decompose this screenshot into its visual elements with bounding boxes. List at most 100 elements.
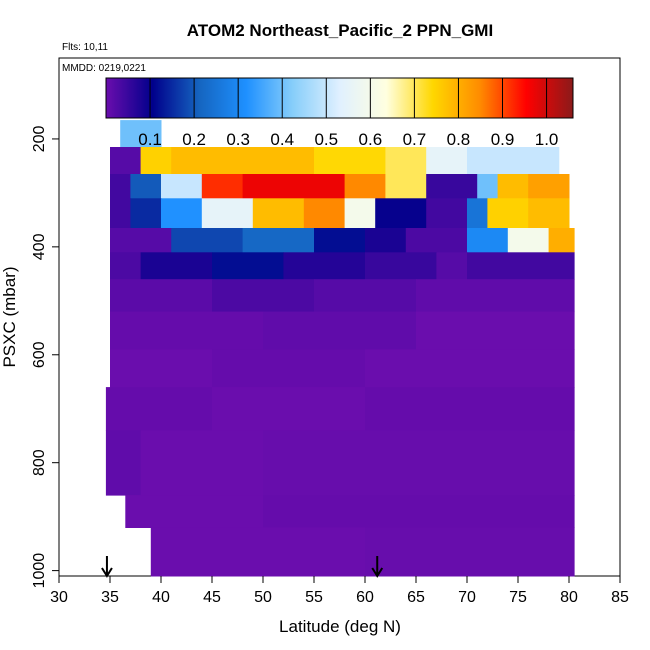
curtain-cell [140,252,213,280]
curtain-cell [263,430,575,496]
curtain-cell [212,387,366,431]
curtain-cell [405,228,468,253]
curtain-cell [120,120,162,148]
curtain-cell [426,174,478,199]
curtain-cell [375,198,427,229]
x-tick-label: 65 [407,589,425,606]
curtain-cell [105,430,142,496]
curtain-cell [283,252,366,280]
curtain-cell [140,430,264,496]
curtain-cell [110,174,131,199]
y-tick-label: 1000 [31,553,48,589]
curtain-cell [105,387,213,431]
curtain-cell [242,228,315,253]
curtain-cell [416,279,575,313]
curtain-cell [110,252,142,280]
flight-marker-arrow [101,556,113,578]
curtain-cell [171,147,315,175]
curtain-cell [263,311,417,350]
flight-marker-arrow [371,556,384,578]
curtain-cell [110,279,213,313]
curtain-cell [467,198,488,229]
x-axis-label: Latitude (deg N) [279,617,401,636]
x-axis: 30 35 40 45 50 55 60 65 70 75 80 85 [50,576,629,606]
x-tick-label: 80 [560,589,578,606]
curtain-cell [212,252,284,280]
curtain-cell [467,147,560,175]
colorbar-tick-label: 1.0 [535,130,559,149]
curtain-cells [105,120,575,577]
curtain-cell [365,387,575,431]
colorbar-tick-label: 0.3 [226,130,250,149]
curtain-cell [125,495,264,528]
curtain-cell [110,349,213,388]
y-tick-label: 400 [31,233,48,260]
curtain-cell [110,228,172,253]
curtain-cell [487,198,529,229]
curtain-cell [171,228,244,253]
curtain-cell [436,252,468,280]
curtain-cell [252,198,305,229]
curtain-cell [201,198,254,229]
colorbar-tick-label: 0.5 [314,130,338,149]
x-tick-label: 55 [305,589,323,606]
curtain-cell [365,527,575,577]
colorbar-tick-label: 0.2 [182,130,206,149]
curtain-cell [242,174,346,199]
curtain-cell [303,198,346,229]
colorbar-tick-label: 0.8 [447,130,471,149]
x-tick-label: 60 [356,589,374,606]
y-tick-label: 600 [31,341,48,368]
curtain-cell [161,198,203,229]
colorbar-gradient [105,77,574,119]
x-tick-label: 30 [50,589,68,606]
curtain-cell [365,349,575,388]
colorbar-tick-label: 0.1 [138,130,162,149]
x-tick-label: 50 [254,589,272,606]
curtain-cell [385,147,427,175]
colorbar-tick-label: 0.7 [403,130,427,149]
y-tick-label: 200 [31,125,48,152]
curtain-cell [467,228,509,253]
y-tick-label: 800 [31,449,48,476]
curtain-cell [130,174,162,199]
curtain-cell [150,527,366,577]
curtain-cell [130,198,162,229]
curtain-cell [507,228,550,253]
colorbar-tick-label: 0.6 [359,130,383,149]
curtain-cell [263,495,575,528]
flight-markers [101,556,384,578]
curtain-cell [344,174,386,199]
dates-label: MMDD: 0219,0221 [62,63,146,74]
x-tick-label: 85 [611,589,629,606]
curtain-cell [477,174,499,199]
curtain-cell [467,252,575,280]
curtain-cell [110,198,131,229]
x-tick-label: 70 [458,589,476,606]
x-tick-label: 35 [101,589,119,606]
colorbar-tick-label: 0.4 [270,130,294,149]
curtain-cell [314,147,386,175]
curtain-cell [497,174,529,199]
x-tick-label: 40 [152,589,170,606]
curtain-cell [201,174,244,199]
curtain-cell [314,279,417,313]
curtain-cell [426,198,468,229]
curtain-cell [528,174,570,199]
curtain-cell [212,279,315,313]
y-axis-label: PSXC (mbar) [0,266,19,367]
curtain-cell [140,147,172,175]
colorbar: 0.1 0.2 0.3 0.4 0.5 0.6 0.7 0.8 0.9 1.0 [105,77,574,149]
curtain-cell [314,228,366,253]
curtain-cell [385,174,427,199]
curtain-cell [365,228,407,253]
curtain-cell [426,147,468,175]
curtain-cell [110,311,264,350]
curtain-cell [416,311,575,350]
x-tick-label: 45 [203,589,221,606]
curtain-cell [161,174,203,199]
curtain-cell [212,349,366,388]
curtain-cell [528,198,570,229]
x-tick-label: 75 [509,589,527,606]
